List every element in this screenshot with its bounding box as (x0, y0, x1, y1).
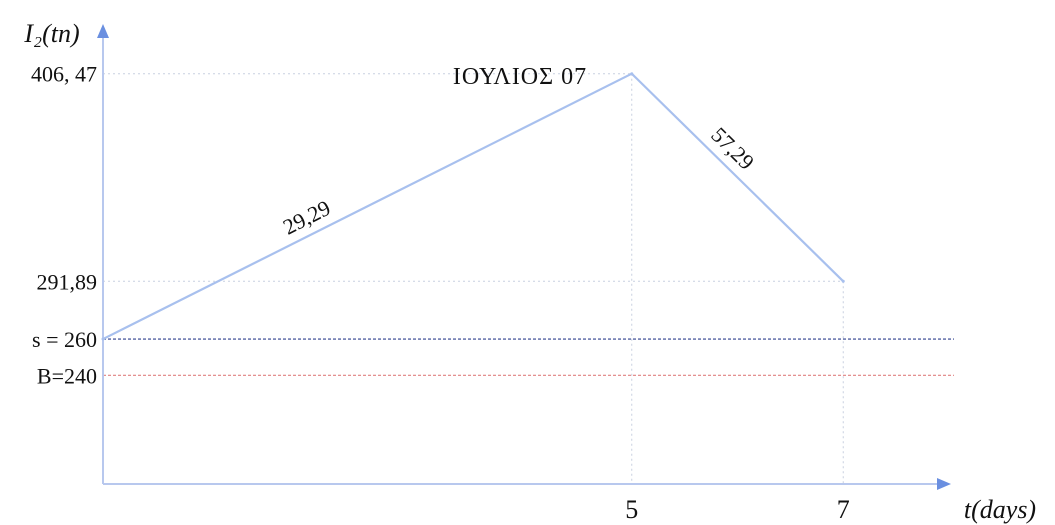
x-axis-arrow-icon (937, 478, 951, 490)
y-tick-label-1: 291,89 (37, 269, 98, 294)
y-tick-label-0: 406, 47 (31, 62, 97, 87)
data-point-2 (841, 279, 845, 283)
chart-title: ΙΟΥΛΙΟΣ 07 (453, 64, 587, 90)
reference-lines (103, 338, 954, 376)
y-axis-label: I₂(tn) (23, 19, 79, 48)
axes (97, 24, 951, 490)
x-axis-label: t(days) (964, 495, 1036, 524)
y-axis-arrow-icon (97, 24, 109, 38)
x-tick-label-1: 7 (837, 495, 850, 524)
guide-lines (103, 73, 844, 484)
segment-label-0: 29,29 (279, 195, 334, 240)
series-group (101, 72, 845, 341)
reference-label-1: B=240 (37, 363, 97, 388)
label-group: s = 260 B=240 29,29 57,29 406, 47 291,89 5 7 (31, 62, 850, 524)
series-segment-0 (102, 72, 633, 341)
reference-label-0: s = 260 (32, 327, 97, 352)
data-point-1 (630, 72, 634, 76)
x-tick-label-0: 5 (625, 495, 638, 524)
segment-label-1: 57,29 (706, 122, 759, 175)
data-point-0 (101, 337, 105, 341)
series-segment-1 (630, 72, 845, 283)
